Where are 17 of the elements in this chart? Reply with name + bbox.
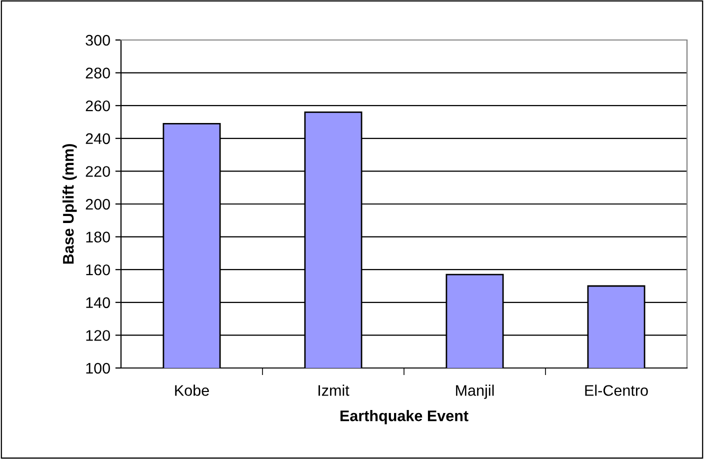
y-tick-label: 300	[86, 34, 110, 46]
x-tick-label: Manjil	[456, 384, 494, 399]
y-tick-label: 140	[86, 297, 110, 308]
y-tick-label: 220	[86, 166, 110, 177]
x-axis-title: Earthquake Event	[340, 410, 468, 424]
y-tick-label: 100	[86, 362, 110, 374]
y-tick-label: 240	[86, 133, 110, 144]
x-tick-label: El-Centro	[585, 384, 648, 396]
x-tick-label: Kobe	[175, 384, 209, 396]
y-tick-label: 180	[86, 232, 110, 242]
y-tick-label: 200	[86, 198, 110, 210]
y-axis-title: Base Uplift (mm)	[62, 144, 77, 264]
y-tick-label: 160	[86, 264, 110, 276]
y-tick-label: 120	[86, 330, 110, 341]
y-tick-label: 260	[86, 100, 110, 112]
x-tick-label: Izmit	[318, 384, 350, 396]
y-tick-label: 280	[86, 68, 110, 78]
